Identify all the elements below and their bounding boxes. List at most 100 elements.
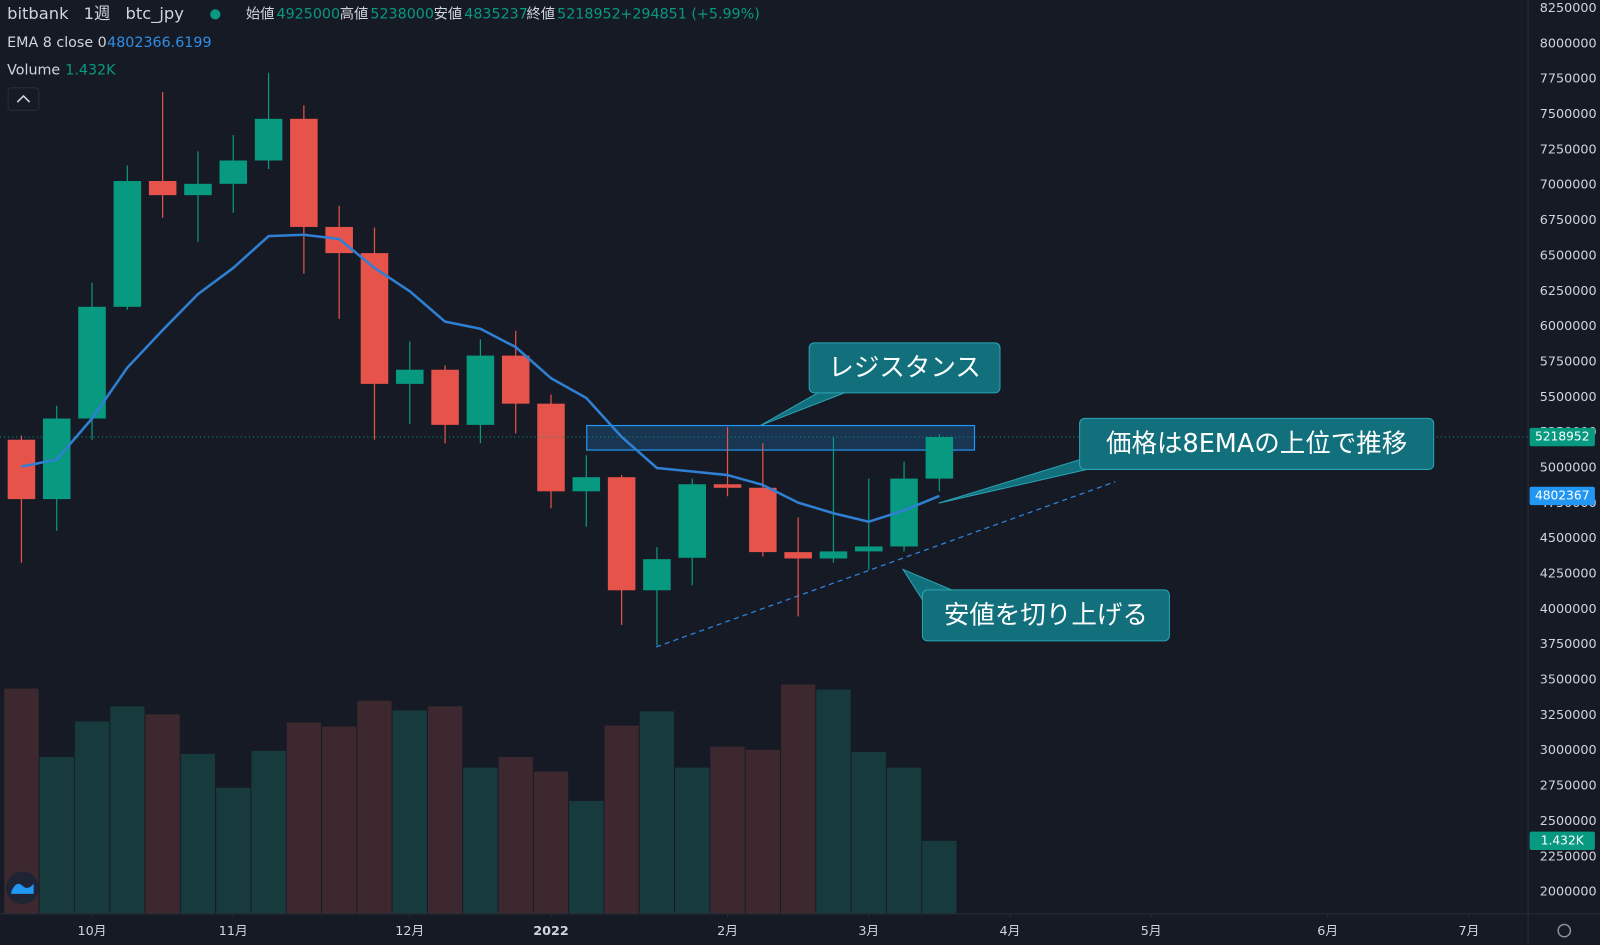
volume-bar — [710, 746, 745, 914]
volume-bar — [216, 787, 251, 914]
volume-bar — [886, 767, 922, 914]
y-tick-label: 2000000 — [1540, 885, 1597, 900]
collapse-button[interactable] — [7, 87, 40, 111]
candle-body — [184, 183, 212, 196]
volume-bar — [639, 711, 675, 914]
y-tick-label: 2250000 — [1540, 849, 1597, 864]
candle-body — [290, 118, 318, 227]
y-tick-label: 5500000 — [1540, 390, 1597, 405]
y-tick-label: 7500000 — [1540, 107, 1597, 122]
y-tick-label: 3250000 — [1540, 708, 1597, 723]
status-dot — [210, 9, 221, 20]
x-tick-label: 7月 — [1459, 924, 1480, 939]
volume-bar — [922, 840, 957, 914]
volume-bar — [322, 726, 357, 914]
y-tick-label: 8000000 — [1540, 36, 1597, 51]
x-tick-label: 3月 — [858, 924, 879, 939]
badge-label: 5218952 — [1535, 430, 1590, 444]
y-tick-label: 6750000 — [1540, 213, 1597, 228]
volume-bar — [569, 800, 604, 914]
x-tick-label: 5月 — [1141, 924, 1162, 939]
volume-pane — [4, 684, 957, 914]
legend-text: 終値 — [527, 5, 556, 22]
callout-box — [808, 342, 1001, 394]
badge-label: 1.432K — [1541, 833, 1585, 847]
y-tick-label: 8250000 — [1540, 1, 1597, 16]
legend-text: +294851 (+5.99%) — [620, 6, 759, 22]
candle-body — [925, 437, 954, 479]
legend-text: 安値 — [434, 5, 463, 22]
candle-body — [854, 546, 883, 552]
legend: bitbank 1週 btc_jpy 始値 4925000 高値 5238000 安値 4835… — [7, 4, 760, 79]
resistance-zone — [586, 424, 976, 451]
x-tick-label: 11月 — [219, 924, 248, 939]
callout-text: レジスタンス — [828, 353, 981, 383]
y-tick-label: 5750000 — [1540, 354, 1597, 369]
legend-text: EMA 8 close 0 — [7, 35, 107, 51]
y-tick-label: 5000000 — [1540, 460, 1597, 475]
volume-bar — [816, 689, 851, 914]
y-tick-label: 7000000 — [1540, 178, 1597, 193]
y-tick-label: 7250000 — [1540, 142, 1597, 157]
volume-bar — [251, 750, 286, 914]
trend-line — [655, 481, 1116, 648]
candle-body — [537, 403, 565, 492]
axes: 2000000 2250000 2500000 2750000 3000000 32500… — [78, 1, 1597, 939]
price-pane — [0, 72, 1528, 646]
x-tick-label: 6月 — [1317, 924, 1338, 939]
candle-body — [784, 552, 812, 559]
callout-box — [921, 589, 1170, 642]
volume-bar — [39, 756, 74, 914]
price-badge — [1529, 831, 1595, 851]
candle-body — [501, 355, 530, 404]
collapse-icon — [16, 94, 31, 103]
legend-text: 4925000 — [277, 6, 341, 22]
legend-text: 5218952 — [557, 6, 621, 22]
settings-icon[interactable] — [1557, 923, 1572, 938]
legend-text: 4835237 — [464, 6, 528, 22]
logo-mark — [11, 883, 34, 894]
candle-body — [819, 551, 848, 559]
volume-bar — [110, 706, 145, 914]
candle-body — [113, 181, 142, 307]
legend-text: 5238000 — [370, 6, 434, 22]
legend-text: bitbank — [7, 4, 69, 23]
candle-body — [254, 118, 283, 161]
volume-bar — [180, 753, 216, 914]
candle-body — [360, 253, 389, 384]
volume-bar — [745, 749, 780, 914]
volume-bar — [392, 710, 427, 914]
volume-bar — [533, 771, 569, 914]
legend-text: Volume — [7, 62, 60, 78]
candle-body — [396, 369, 424, 384]
volume-bar — [498, 756, 533, 914]
volume-bar — [286, 722, 322, 914]
y-tick-label: 3750000 — [1540, 637, 1597, 652]
y-tick-label: 7750000 — [1540, 72, 1597, 87]
y-tick-label: 4250000 — [1540, 567, 1597, 582]
y-tick-label: 6500000 — [1540, 248, 1597, 263]
volume-bar — [357, 700, 392, 914]
x-tick-label: 10月 — [78, 924, 107, 939]
volume-bar — [463, 767, 498, 914]
y-tick-label: 6000000 — [1540, 319, 1597, 334]
volume-bar — [781, 684, 816, 914]
candle-body — [607, 477, 636, 591]
candle-body — [78, 306, 106, 419]
candle-body — [643, 559, 671, 591]
y-tick-label: 4000000 — [1540, 602, 1597, 617]
x-tick-label: 2月 — [717, 924, 738, 939]
callout-text: 価格は8EMAの上位で推移 — [1106, 429, 1407, 459]
callout-text: 安値を切り上げる — [944, 600, 1148, 630]
volume-bar — [427, 706, 463, 914]
y-tick-label: 4500000 — [1540, 531, 1597, 546]
volume-bar — [74, 721, 110, 914]
candle-body — [713, 484, 742, 488]
candle-body — [466, 355, 495, 425]
candle-body — [749, 487, 777, 553]
x-tick-label: 12月 — [395, 924, 424, 939]
candle-body — [148, 181, 177, 196]
candle-body — [678, 484, 706, 558]
